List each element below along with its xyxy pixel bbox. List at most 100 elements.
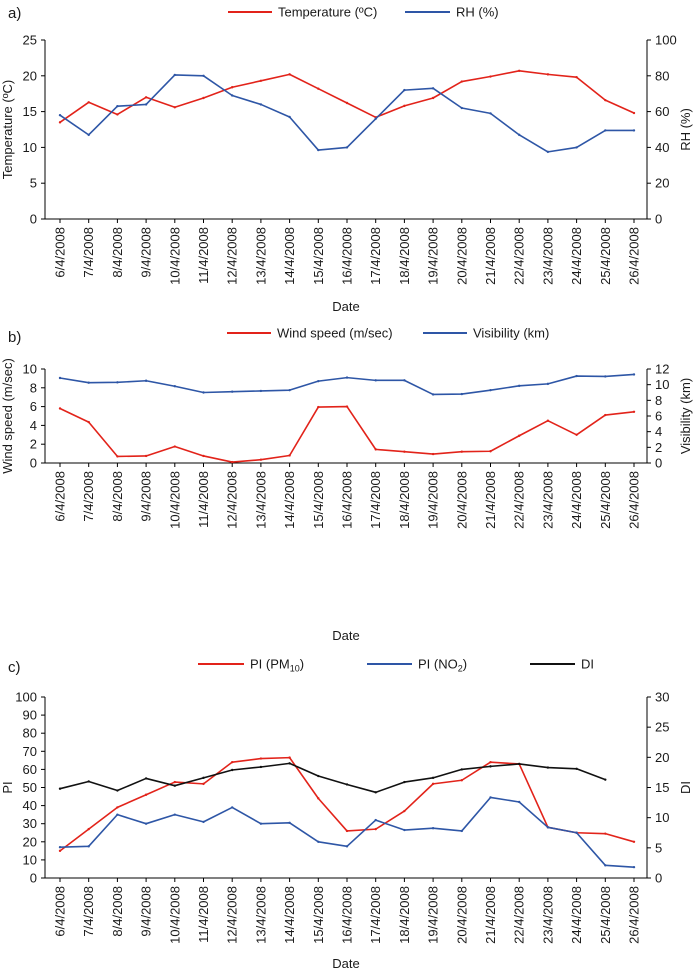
x-tick-label: 6/4/2008 bbox=[53, 471, 68, 522]
x-tick-label: 15/4/2008 bbox=[311, 886, 326, 944]
data-point bbox=[632, 111, 636, 115]
data-point bbox=[460, 106, 463, 110]
data-point bbox=[374, 818, 377, 822]
data-point bbox=[116, 381, 119, 384]
data-point bbox=[345, 146, 349, 149]
data-point bbox=[575, 433, 578, 436]
x-tick-label: 19/4/2008 bbox=[426, 471, 441, 529]
data-point bbox=[518, 384, 521, 388]
data-point bbox=[202, 776, 205, 780]
data-point bbox=[288, 115, 291, 119]
data-point bbox=[632, 129, 636, 132]
data-point bbox=[202, 96, 205, 100]
data-point bbox=[403, 379, 406, 382]
x-tick-label: 26/4/2008 bbox=[627, 886, 642, 944]
data-point bbox=[173, 385, 176, 388]
right-y-tick-label: 0 bbox=[655, 456, 662, 471]
data-point bbox=[288, 762, 291, 765]
data-point bbox=[575, 76, 578, 79]
x-tick-label: 14/4/2008 bbox=[282, 471, 297, 529]
x-tick-label: 18/4/2008 bbox=[397, 886, 412, 944]
data-point bbox=[604, 129, 607, 132]
x-axis-label: Date bbox=[332, 628, 359, 643]
x-tick-label: 21/4/2008 bbox=[483, 227, 498, 285]
data-point bbox=[374, 448, 377, 451]
data-point bbox=[460, 450, 463, 453]
x-tick-label: 7/4/2008 bbox=[81, 227, 96, 278]
series-2 bbox=[58, 373, 636, 396]
data-point bbox=[460, 768, 463, 771]
x-tick-label: 6/4/2008 bbox=[53, 227, 68, 278]
series-line bbox=[59, 762, 606, 794]
x-tick-label: 15/4/2008 bbox=[311, 471, 326, 529]
data-point bbox=[431, 827, 435, 830]
data-point bbox=[317, 797, 320, 800]
data-point bbox=[403, 809, 406, 813]
data-point bbox=[144, 96, 148, 99]
data-point bbox=[259, 389, 263, 393]
right-y-tick-label: 10 bbox=[655, 810, 669, 825]
left-y-tick-label: 60 bbox=[23, 762, 37, 777]
data-point bbox=[632, 865, 636, 869]
x-tick-label: 23/4/2008 bbox=[540, 886, 555, 944]
data-point bbox=[317, 774, 320, 778]
data-point bbox=[403, 828, 406, 832]
left-y-tick-label: 90 bbox=[23, 708, 37, 723]
data-point bbox=[87, 101, 90, 104]
data-point bbox=[58, 376, 62, 380]
right-y-tick-label: 20 bbox=[655, 750, 669, 765]
data-point bbox=[345, 376, 349, 379]
data-point bbox=[144, 777, 148, 780]
left-y-tick-label: 10 bbox=[23, 140, 37, 155]
x-tick-label: 13/4/2008 bbox=[253, 886, 268, 944]
data-point bbox=[345, 783, 349, 786]
left-y-tick-label: 40 bbox=[23, 798, 37, 813]
data-point bbox=[489, 75, 492, 78]
x-tick-label: 8/4/2008 bbox=[110, 471, 125, 522]
x-tick-label: 16/4/2008 bbox=[340, 886, 355, 944]
left-y-axis-label: Temperature (ºC) bbox=[0, 80, 15, 179]
left-y-tick-label: 6 bbox=[30, 399, 37, 414]
data-point bbox=[317, 148, 320, 152]
data-point bbox=[231, 806, 234, 809]
left-y-tick-label: 25 bbox=[23, 33, 37, 48]
series-1 bbox=[58, 405, 636, 464]
data-point bbox=[546, 766, 550, 769]
data-point bbox=[489, 388, 492, 392]
left-y-tick-label: 5 bbox=[30, 176, 37, 191]
data-point bbox=[317, 87, 320, 90]
right-y-tick-label: 2 bbox=[655, 440, 662, 455]
data-point bbox=[518, 69, 521, 72]
data-point bbox=[58, 113, 62, 117]
data-point bbox=[173, 813, 176, 816]
data-point bbox=[58, 846, 62, 849]
data-point bbox=[317, 379, 320, 383]
right-y-axis-label: DI bbox=[678, 781, 693, 794]
legend-label: DI bbox=[581, 657, 594, 672]
left-y-tick-label: 2 bbox=[30, 437, 37, 452]
data-point bbox=[345, 845, 349, 848]
data-point bbox=[431, 87, 435, 90]
x-tick-label: 19/4/2008 bbox=[426, 886, 441, 944]
data-point bbox=[604, 864, 607, 867]
data-point bbox=[403, 780, 406, 784]
x-tick-label: 11/4/2008 bbox=[196, 227, 211, 284]
x-tick-label: 18/4/2008 bbox=[397, 227, 412, 285]
x-tick-label: 23/4/2008 bbox=[540, 471, 555, 529]
x-tick-label: 7/4/2008 bbox=[81, 886, 96, 937]
x-tick-label: 20/4/2008 bbox=[454, 471, 469, 529]
data-point bbox=[259, 822, 263, 825]
data-point bbox=[546, 419, 550, 422]
data-point bbox=[288, 454, 291, 457]
data-point bbox=[317, 840, 320, 843]
data-point bbox=[403, 88, 406, 92]
data-point bbox=[173, 780, 176, 784]
left-y-tick-label: 70 bbox=[23, 744, 37, 759]
data-point bbox=[87, 420, 90, 424]
data-point bbox=[202, 74, 205, 78]
legend-label: PI (NO2) bbox=[418, 657, 467, 674]
data-point bbox=[144, 103, 148, 106]
left-y-tick-label: 0 bbox=[30, 212, 37, 227]
legend-label: RH (%) bbox=[456, 5, 499, 20]
